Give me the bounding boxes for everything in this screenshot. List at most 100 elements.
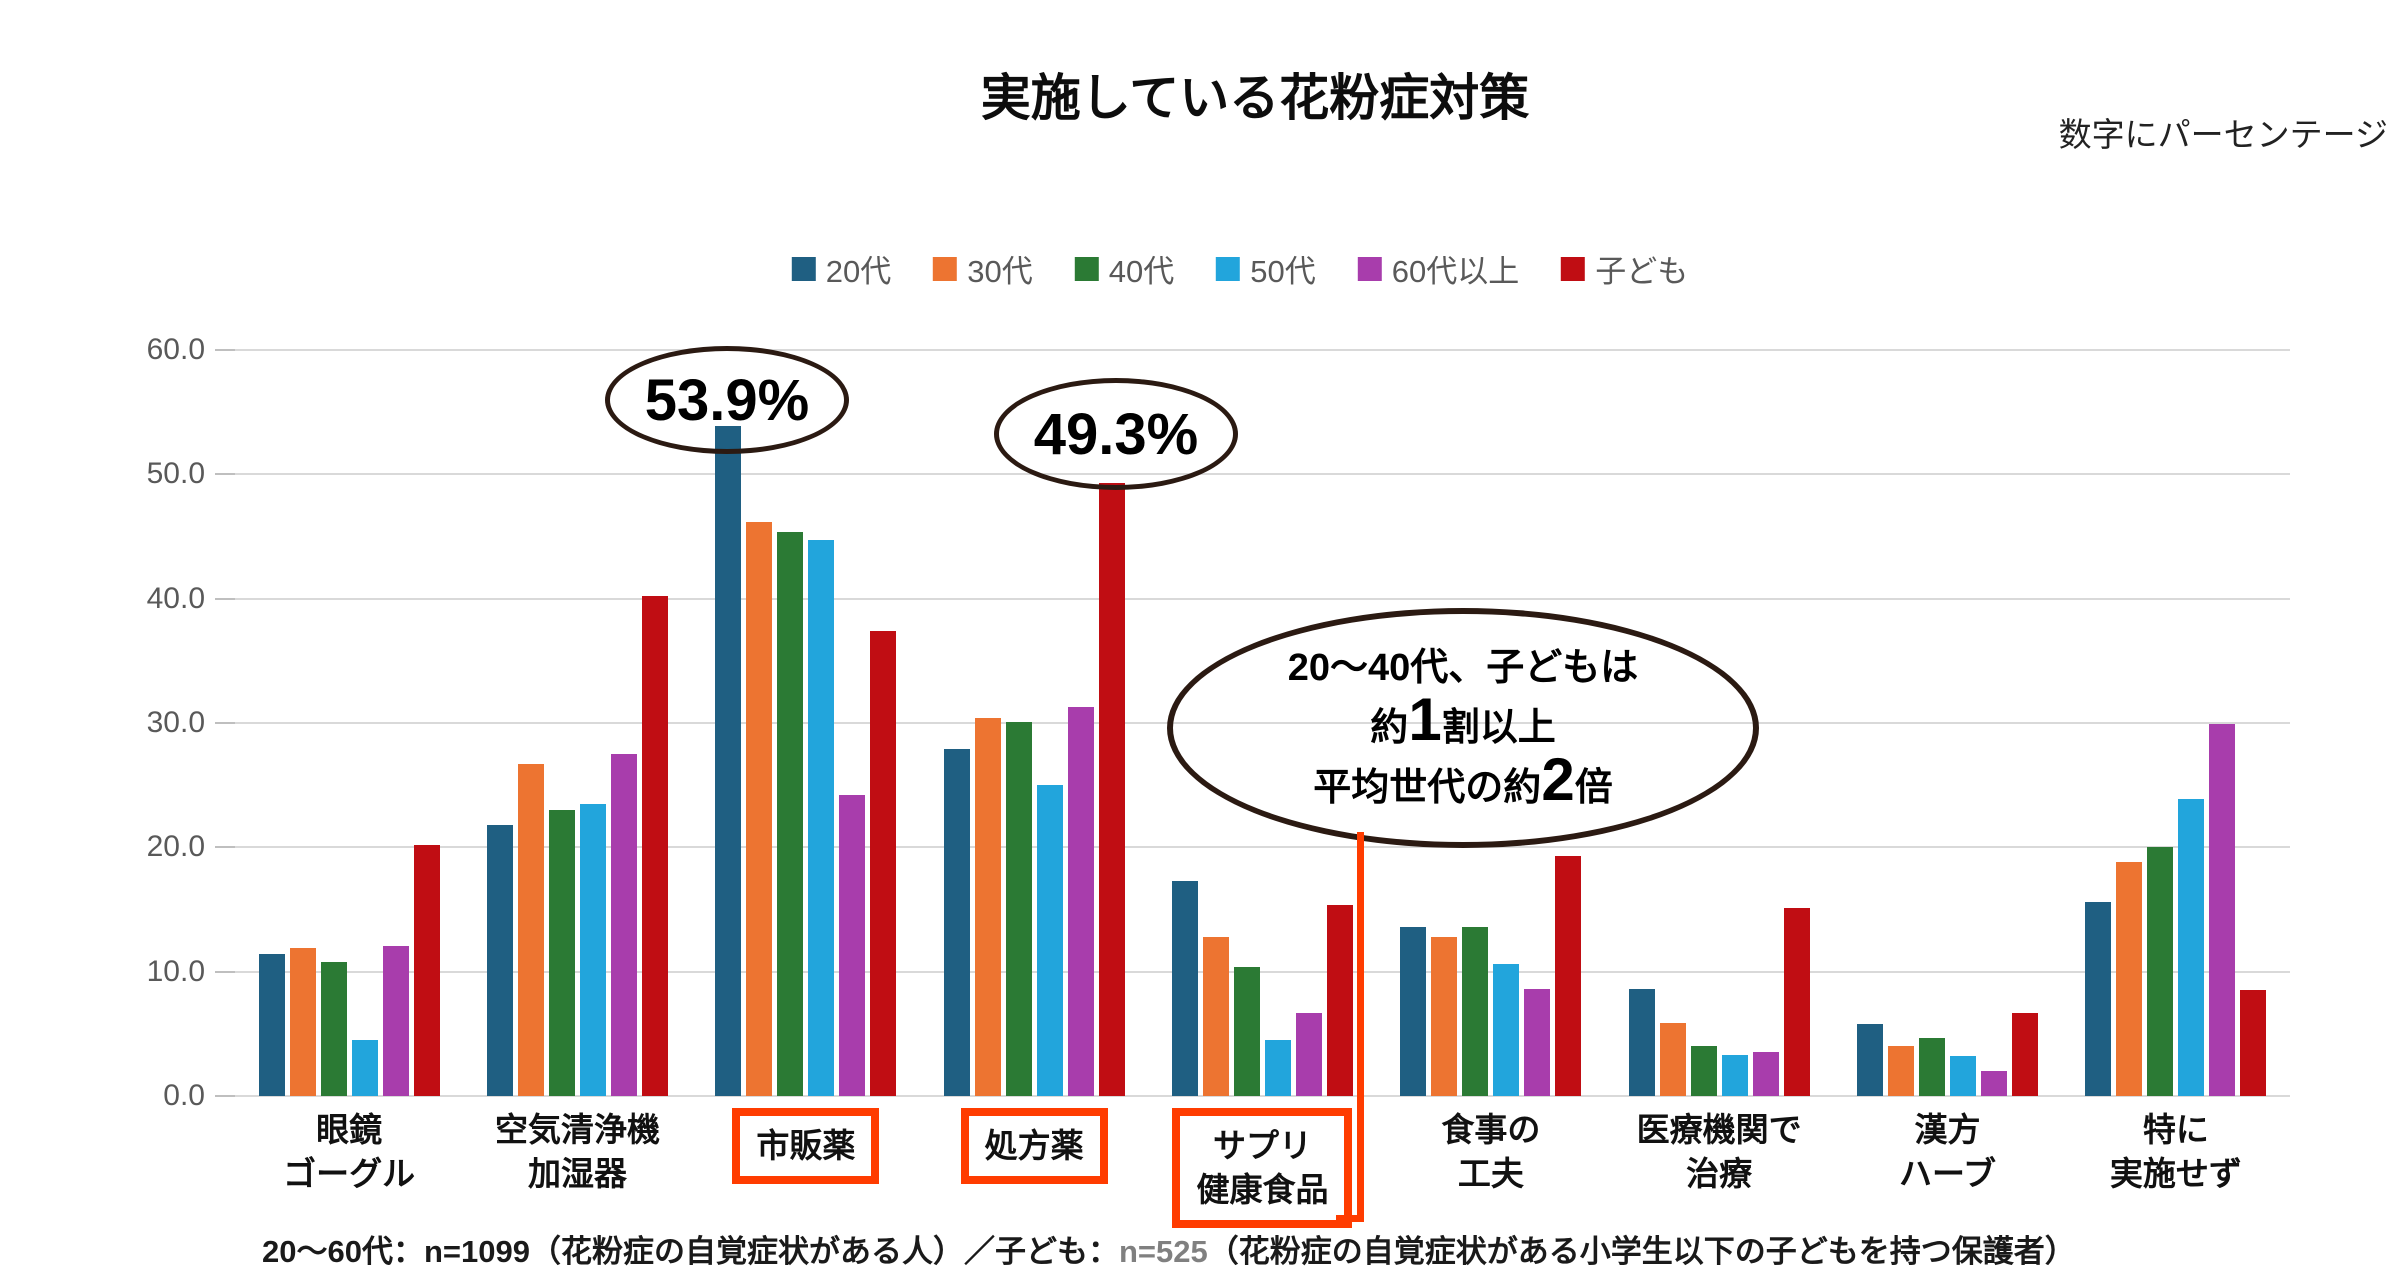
y-axis-label: 0.0	[163, 1079, 205, 1112]
bar-50代-医療機関で治療	[1721, 1054, 1748, 1096]
bar-子ども-サプリ健康食品	[1326, 904, 1353, 1096]
category-label: 市販薬	[692, 1108, 920, 1184]
y-axis-label: 30.0	[146, 706, 205, 739]
bar-子ども-処方薬	[1098, 483, 1125, 1096]
bar-20代-医療機関で治療	[1628, 989, 1655, 1096]
bar-group	[1148, 350, 1376, 1096]
bar-group	[692, 350, 920, 1096]
bar-40代-空気清浄機加湿器	[548, 810, 575, 1096]
bar-30代-空気清浄機加湿器	[517, 764, 544, 1096]
legend-item-子ども: 子ども	[1561, 246, 1688, 291]
bar-50代-市販薬	[808, 540, 835, 1096]
bar-30代-処方薬	[974, 718, 1001, 1096]
legend-label: 50代	[1250, 254, 1316, 289]
bar-60代以上-食事の工夫	[1524, 989, 1551, 1096]
category-label: 医療機関で 治療	[1636, 1111, 1802, 1192]
bar-50代-漢方ハーブ	[1949, 1056, 1976, 1096]
y-axis-label: 50.0	[146, 457, 205, 491]
bar-60代以上-眼鏡ゴーグル	[382, 945, 409, 1096]
gridline	[235, 846, 2290, 849]
bar-50代-処方薬	[1036, 785, 1063, 1096]
bar-30代-特に実施せず	[2116, 862, 2143, 1096]
legend: 20代 30代 40代 50代 60代以上 子ども	[791, 246, 1688, 291]
legend-label: 子ども	[1595, 254, 1689, 289]
legend-swatch	[1561, 256, 1586, 281]
bar-30代-眼鏡ゴーグル	[289, 948, 316, 1096]
callout-otc-value: 53.9%	[644, 367, 810, 433]
y-axis-label: 40.0	[146, 581, 205, 615]
callout-connector-vertical	[1357, 832, 1364, 1222]
y-axis-label: 60.0	[146, 333, 205, 366]
bar-子ども-空気清浄機加湿器	[641, 596, 668, 1096]
bar-50代-特に実施せず	[2178, 798, 2205, 1096]
bar-20代-食事の工夫	[1400, 926, 1427, 1096]
category-highlight-box: サプリ 健康食品	[1172, 1108, 1353, 1228]
category-label: 空気清浄機 加湿器	[494, 1111, 660, 1192]
category-label: 漢方 ハーブ	[1898, 1111, 1996, 1192]
bar-30代-サプリ健康食品	[1202, 936, 1229, 1096]
bar-group	[1377, 350, 1605, 1096]
bar-30代-医療機関で治療	[1659, 1022, 1686, 1096]
bar-20代-空気清浄機加湿器	[486, 824, 513, 1096]
bar-子ども-食事の工夫	[1555, 856, 1582, 1096]
y-axis-tick	[215, 1095, 235, 1097]
bar-20代-特に実施せず	[2085, 902, 2112, 1096]
supplement-note-line3: 平均世代の約2倍	[1313, 746, 1613, 813]
bar-40代-サプリ健康食品	[1233, 966, 1260, 1096]
footnote: 20〜60代：n=1099（花粉症の自覚症状がある人）／子ども：n=525（花粉…	[262, 1226, 2076, 1271]
chart-title: 実施している花粉症対策	[980, 70, 1530, 126]
unit-note: 数字にパーセンテージ	[2058, 116, 2388, 153]
bar-group	[920, 350, 1148, 1096]
legend-swatch	[1074, 256, 1099, 281]
category-label: サプリ 健康食品	[1148, 1108, 1376, 1228]
bar-60代以上-医療機関で治療	[1752, 1052, 1779, 1096]
callout-ellipse-otc: 53.9%	[605, 346, 849, 454]
legend-item-20代: 20代	[791, 246, 892, 291]
gridline	[235, 970, 2290, 973]
bar-50代-食事の工夫	[1493, 964, 1520, 1096]
bar-子ども-眼鏡ゴーグル	[413, 844, 440, 1096]
bar-60代以上-空気清浄機加湿器	[610, 754, 637, 1096]
callout-connector-horizontal	[1336, 1215, 1364, 1222]
legend-swatch	[1357, 256, 1382, 281]
gridline	[235, 349, 2290, 351]
bar-60代以上-漢方ハーブ	[1980, 1071, 2007, 1096]
bar-子ども-市販薬	[870, 631, 897, 1096]
legend-item-60代以上: 60代以上	[1357, 246, 1519, 291]
y-axis-tick	[215, 473, 235, 476]
bar-30代-食事の工夫	[1431, 936, 1458, 1096]
legend-label: 20代	[825, 254, 892, 289]
bar-60代以上-処方薬	[1067, 706, 1094, 1096]
footnote-n525: n=525	[1118, 1234, 1208, 1269]
y-axis-tick	[215, 349, 235, 351]
bar-group	[2062, 350, 2290, 1096]
bar-20代-漢方ハーブ	[1856, 1023, 1883, 1096]
category-label: 眼鏡 ゴーグル	[283, 1111, 416, 1192]
bar-60代以上-サプリ健康食品	[1295, 1012, 1322, 1096]
bar-group	[235, 350, 463, 1096]
category-highlight-box: 処方薬	[960, 1108, 1108, 1184]
bar-40代-市販薬	[777, 531, 804, 1096]
callout-ellipse-supplement: 20〜40代、子どもは 約1割以上 平均世代の約2倍	[1167, 608, 1759, 848]
bar-40代-処方薬	[1005, 721, 1032, 1096]
bar-30代-市販薬	[746, 521, 773, 1096]
bar-20代-処方薬	[943, 749, 970, 1096]
y-axis-tick	[215, 970, 235, 973]
y-axis-tick	[215, 722, 235, 724]
bar-60代以上-特に実施せず	[2209, 724, 2236, 1096]
legend-item-50代: 50代	[1216, 246, 1316, 291]
bar-40代-食事の工夫	[1462, 926, 1489, 1096]
category-label: 処方薬	[920, 1108, 1148, 1184]
bar-50代-サプリ健康食品	[1264, 1040, 1291, 1096]
bar-20代-サプリ健康食品	[1171, 880, 1198, 1096]
callout-prescription-value: 49.3%	[1033, 401, 1199, 467]
legend-swatch	[1216, 256, 1241, 281]
y-axis-label: 10.0	[146, 954, 205, 988]
bar-子ども-漢方ハーブ	[2011, 1012, 2038, 1096]
callout-ellipse-prescription: 49.3%	[994, 378, 1238, 490]
bar-50代-眼鏡ゴーグル	[351, 1040, 378, 1096]
y-axis-label: 20.0	[146, 830, 205, 864]
bar-group	[463, 350, 691, 1096]
category-highlight-box: 市販薬	[732, 1108, 880, 1184]
